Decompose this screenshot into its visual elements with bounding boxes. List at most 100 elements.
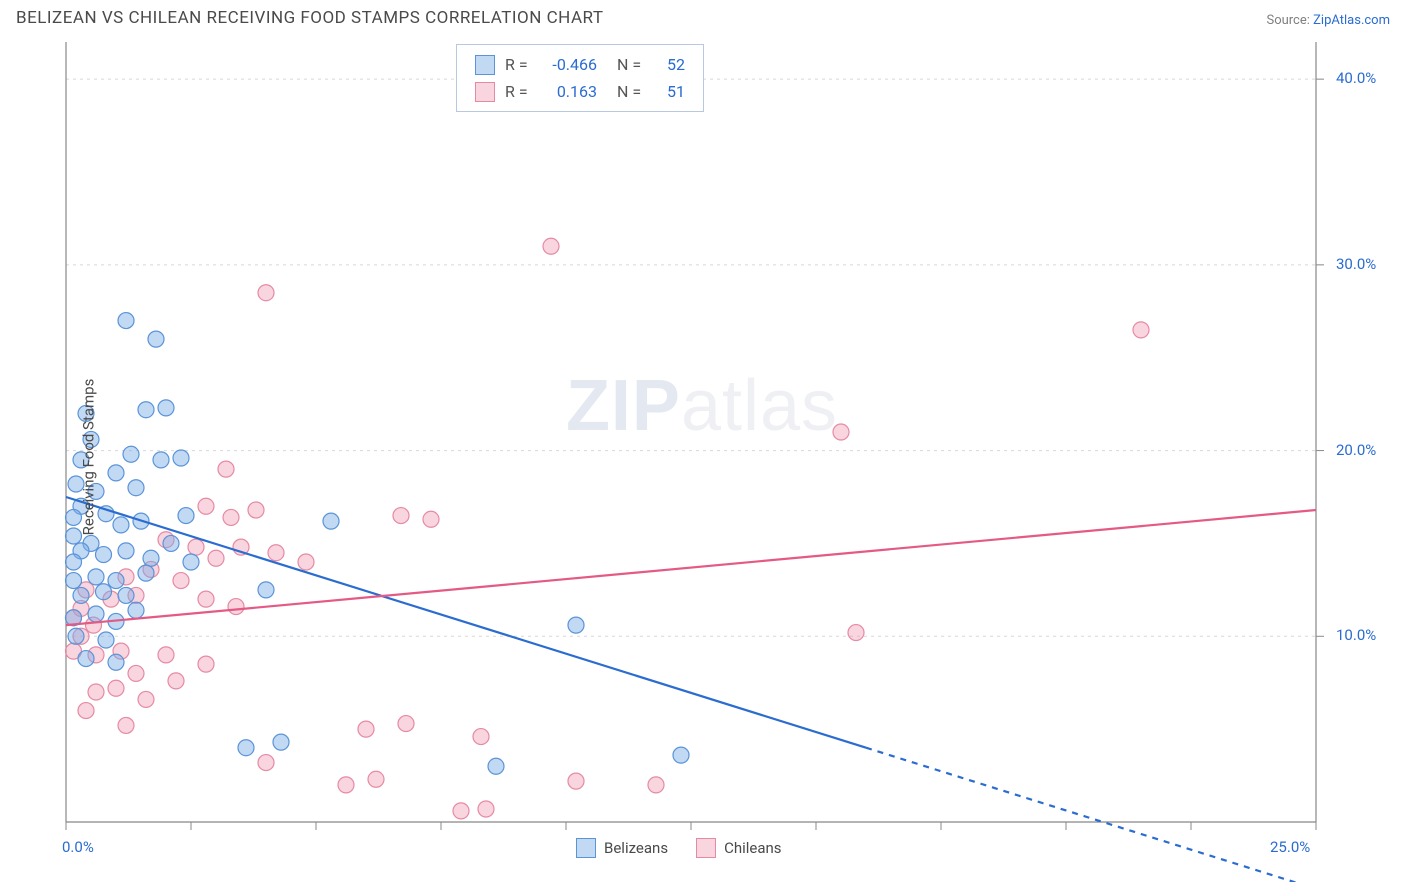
scatter-point (258, 285, 274, 301)
legend-series-name: Belizeans (604, 839, 668, 857)
scatter-chart-svg (16, 32, 1388, 882)
scatter-point (73, 587, 89, 603)
scatter-point (108, 654, 124, 670)
legend-item: Chileans (696, 838, 781, 858)
scatter-point (173, 450, 189, 466)
scatter-point (66, 573, 82, 589)
chart-title: BELIZEAN VS CHILEAN RECEIVING FOOD STAMP… (16, 8, 604, 28)
legend-r-value: -0.466 (545, 51, 597, 78)
scatter-point (153, 452, 169, 468)
scatter-point (228, 599, 244, 615)
regression-line-extrap (866, 748, 1316, 882)
scatter-point (368, 771, 384, 787)
scatter-point (118, 313, 134, 329)
scatter-point (98, 632, 114, 648)
scatter-point (223, 509, 239, 525)
scatter-point (96, 547, 112, 563)
scatter-point (1133, 322, 1149, 338)
scatter-point (158, 647, 174, 663)
legend-swatch (475, 82, 495, 102)
scatter-point (118, 543, 134, 559)
scatter-point (268, 545, 284, 561)
scatter-point (148, 331, 164, 347)
scatter-point (453, 803, 469, 819)
scatter-point (188, 539, 204, 555)
axis-tick-label: 10.0% (1336, 626, 1376, 644)
regression-line (66, 497, 866, 748)
scatter-point (108, 680, 124, 696)
legend-r-value: 0.163 (545, 78, 597, 105)
scatter-point (108, 573, 124, 589)
legend-item: Belizeans (576, 838, 668, 858)
scatter-point (128, 480, 144, 496)
scatter-point (258, 582, 274, 598)
source-attribution: Source: ZipAtlas.com (1266, 13, 1390, 28)
scatter-point (273, 734, 289, 750)
scatter-point (173, 573, 189, 589)
scatter-point (118, 587, 134, 603)
y-axis-label: Receiving Food Stamps (79, 379, 97, 536)
scatter-point (338, 777, 354, 793)
legend-swatch (475, 55, 495, 75)
legend-series-name: Chileans (724, 839, 781, 857)
scatter-point (488, 758, 504, 774)
scatter-point (128, 602, 144, 618)
regression-line (66, 510, 1316, 625)
source-link[interactable]: ZipAtlas.com (1313, 13, 1390, 28)
axis-tick-label: 20.0% (1336, 441, 1376, 459)
axis-tick-label: 30.0% (1336, 255, 1376, 273)
axis-tick-label: 40.0% (1336, 69, 1376, 87)
scatter-point (568, 617, 584, 633)
scatter-point (398, 716, 414, 732)
scatter-point (118, 717, 134, 733)
scatter-point (423, 511, 439, 527)
series-legend: Belizeans Chileans (576, 838, 782, 858)
scatter-point (393, 508, 409, 524)
scatter-point (138, 691, 154, 707)
axis-tick-label: 0.0% (62, 838, 94, 856)
scatter-point (198, 498, 214, 514)
scatter-point (88, 606, 104, 622)
scatter-point (66, 554, 82, 570)
scatter-point (648, 777, 664, 793)
scatter-point (128, 665, 144, 681)
scatter-point (138, 565, 154, 581)
scatter-point (123, 446, 139, 462)
scatter-point (238, 740, 254, 756)
legend-n-label: N = (617, 78, 647, 105)
legend-swatch (576, 838, 596, 858)
scatter-point (198, 656, 214, 672)
scatter-point (208, 550, 224, 566)
scatter-point (248, 502, 264, 518)
legend-row: R = 0.163 N = 51 (475, 78, 685, 105)
scatter-point (323, 513, 339, 529)
scatter-point (88, 569, 104, 585)
scatter-point (168, 673, 184, 689)
scatter-point (96, 584, 112, 600)
legend-r-label: R = (505, 78, 535, 105)
axis-tick-label: 25.0% (1270, 838, 1310, 856)
scatter-point (178, 508, 194, 524)
scatter-point (848, 625, 864, 641)
scatter-point (183, 554, 199, 570)
legend-swatch (696, 838, 716, 858)
scatter-point (68, 628, 84, 644)
scatter-point (358, 721, 374, 737)
legend-n-value: 51 (657, 78, 685, 105)
scatter-point (158, 400, 174, 416)
scatter-point (78, 703, 94, 719)
scatter-point (673, 747, 689, 763)
scatter-point (473, 729, 489, 745)
scatter-point (543, 238, 559, 254)
scatter-point (198, 591, 214, 607)
correlation-legend: R =-0.466N =52R =0.163N =51 (456, 44, 704, 112)
scatter-point (568, 773, 584, 789)
scatter-point (143, 550, 159, 566)
scatter-point (833, 424, 849, 440)
scatter-point (78, 651, 94, 667)
scatter-point (298, 554, 314, 570)
scatter-point (108, 465, 124, 481)
legend-n-label: N = (617, 51, 647, 78)
legend-r-label: R = (505, 51, 535, 78)
legend-row: R =-0.466N =52 (475, 51, 685, 78)
